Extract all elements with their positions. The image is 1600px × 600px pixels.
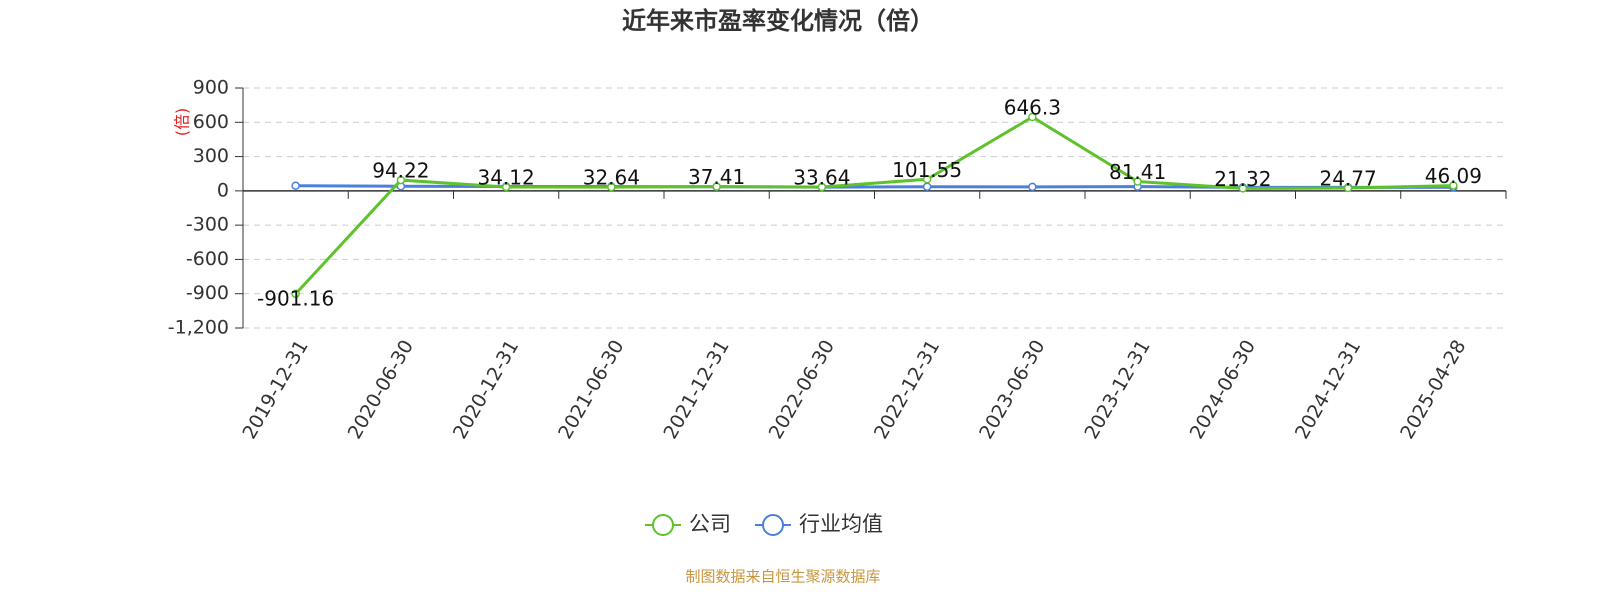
x-tick-label: 2025-04-28 [1396, 336, 1470, 443]
point [922, 182, 932, 191]
data-label: 81.41 [1109, 160, 1166, 184]
data-label: 33.64 [793, 166, 850, 190]
x-tick-label: 2021-06-30 [554, 336, 628, 443]
legend-marker [652, 514, 674, 536]
point [291, 181, 300, 190]
legend-label: 行业均值 [799, 512, 883, 536]
y-tick-label: -1,200 [168, 317, 229, 339]
x-tick-label: 2022-06-30 [765, 336, 839, 443]
point [396, 175, 406, 185]
x-tick-label: 2023-12-31 [1080, 336, 1154, 443]
series-line [294, 115, 1454, 295]
point [291, 289, 300, 299]
data-label: 21.32 [1214, 167, 1271, 191]
data-label: 94.22 [372, 159, 429, 183]
y-tick-label: 300 [193, 145, 229, 167]
point [1028, 112, 1037, 122]
data-label: 646.3 [1004, 95, 1061, 119]
point [607, 182, 616, 192]
point [1028, 182, 1037, 192]
x-tick-label: 2023-06-30 [975, 336, 1049, 443]
chart-title: 近年来市盈率变化情况（倍） [622, 7, 934, 35]
y-tick-label: -600 [186, 248, 229, 270]
point [817, 182, 827, 192]
data-label: 32.64 [583, 166, 640, 190]
x-tick-label: 2020-12-31 [449, 336, 523, 443]
legend-label: 公司 [689, 512, 731, 536]
point [1449, 181, 1458, 190]
point [1343, 183, 1353, 193]
x-tick-label: 2021-12-31 [659, 336, 733, 443]
x-tick-label: 2019-12-31 [238, 336, 312, 443]
point [1133, 177, 1142, 186]
data-label: 46.09 [1425, 164, 1482, 188]
point [501, 182, 511, 192]
y-tick-label: 600 [193, 111, 229, 133]
x-tick-label: 2024-12-31 [1291, 336, 1365, 443]
data-label: 37.41 [688, 165, 745, 189]
y-tick-label: 0 [217, 179, 229, 201]
legend-marker [762, 514, 784, 536]
x-tick-label: 2024-06-30 [1186, 336, 1260, 443]
data-label: 101.55 [892, 158, 962, 182]
data-label: 34.12 [477, 165, 534, 189]
data-label: -901.16 [257, 286, 334, 310]
y-tick-label: 900 [193, 77, 229, 99]
point [922, 175, 932, 184]
x-tick-label: 2022-12-31 [870, 336, 944, 443]
data-label: 24.77 [1319, 167, 1376, 191]
point [712, 182, 721, 191]
y-tick-label: -900 [186, 282, 229, 304]
source-note: 制图数据来自恒生聚源数据库 [685, 568, 880, 586]
point [1238, 184, 1248, 193]
y-tick-label: -300 [186, 214, 229, 236]
y-axis-label: (倍) [173, 108, 192, 137]
x-tick-label: 2020-06-30 [344, 336, 418, 443]
